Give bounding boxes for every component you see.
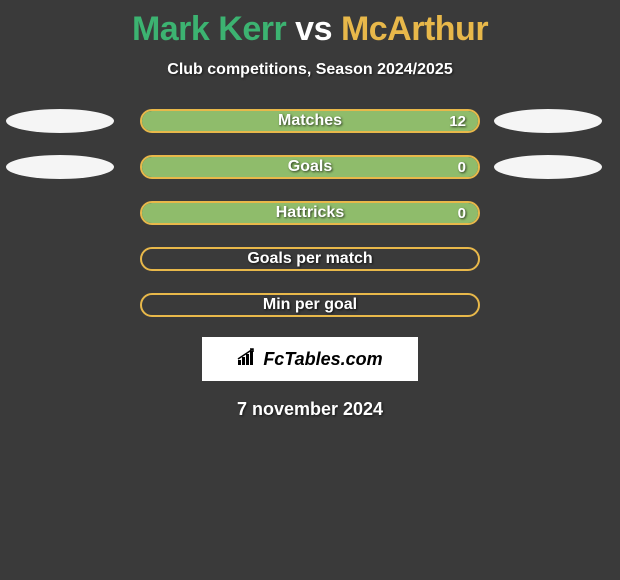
stat-label: Min per goal: [263, 296, 357, 314]
stat-bar: Min per goal: [140, 293, 480, 317]
right-oval: [494, 155, 602, 179]
logo-text: FcTables.com: [263, 349, 382, 370]
stat-row: Goals per match: [0, 247, 620, 271]
stat-value-right: 0: [458, 205, 466, 222]
player1-name: Mark Kerr: [132, 10, 286, 48]
stat-row: Matches 12: [0, 109, 620, 133]
stat-label: Matches: [278, 112, 342, 130]
left-oval: [6, 109, 114, 133]
comparison-title: Mark Kerr vs McArthur: [0, 0, 620, 49]
logo-box: FcTables.com: [202, 337, 418, 381]
stat-label: Goals per match: [247, 250, 372, 268]
stat-value-right: 12: [449, 113, 466, 130]
stat-bar: Goals per match: [140, 247, 480, 271]
stat-row: Min per goal: [0, 293, 620, 317]
stat-bar: Hattricks 0: [140, 201, 480, 225]
stat-value-right: 0: [458, 159, 466, 176]
left-oval: [6, 155, 114, 179]
stat-label: Hattricks: [276, 204, 344, 222]
stat-label: Goals: [288, 158, 332, 176]
player2-name: McArthur: [341, 10, 488, 48]
right-oval: [494, 109, 602, 133]
stat-row: Hattricks 0: [0, 201, 620, 225]
date-text: 7 november 2024: [0, 399, 620, 420]
subtitle: Club competitions, Season 2024/2025: [0, 61, 620, 79]
chart-icon: [237, 348, 259, 371]
stats-container: Matches 12 Goals 0 Hattricks 0 Goals per match…: [0, 109, 620, 317]
stat-bar: Goals 0: [140, 155, 480, 179]
logo: FcTables.com: [237, 348, 382, 371]
vs-text: vs: [295, 10, 332, 48]
stat-bar: Matches 12: [140, 109, 480, 133]
stat-row: Goals 0: [0, 155, 620, 179]
